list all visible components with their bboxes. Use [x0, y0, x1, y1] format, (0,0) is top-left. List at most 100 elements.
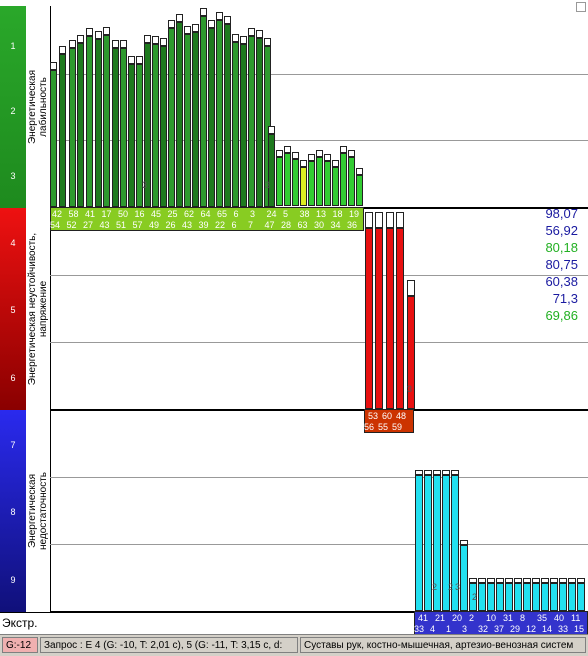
bar-label-bottom: 7 [248, 220, 254, 230]
scale-mark: 2 [10, 106, 16, 116]
bar-label-top: 18 [332, 209, 343, 219]
grid-line [50, 477, 588, 478]
bar-green-light [308, 161, 315, 206]
bar-label-top: 53 [368, 411, 379, 421]
bar-label-top: 31 [503, 613, 514, 623]
bar-red [396, 228, 404, 409]
bar-cap [152, 36, 159, 44]
bar-green-light [284, 153, 291, 206]
bar-green-dark [120, 48, 127, 207]
bar-label-top: 42 [52, 209, 63, 219]
bar-cyan [505, 583, 513, 611]
bar-cap [316, 150, 323, 157]
value-item: 60,38 [545, 274, 578, 289]
corner-box [576, 2, 586, 12]
bar-cap [523, 578, 531, 583]
bar-cap [50, 62, 57, 70]
bar-cap [200, 8, 207, 16]
bar-green-dark [216, 20, 223, 207]
bar-label-bottom: 55 [378, 422, 389, 432]
bar-label-bottom: 32 [478, 624, 489, 634]
bar-green-dark [184, 34, 191, 207]
bar-cap [264, 38, 271, 46]
bar-green-dark [50, 70, 57, 207]
bar-cap [240, 36, 247, 44]
value-item: 98,07 [545, 206, 578, 221]
bar-label-bottom: 4 [430, 624, 436, 634]
bar-label-top: 13 [316, 209, 327, 219]
bar-cap [415, 470, 423, 475]
bar-label-top: 20 [452, 613, 463, 623]
bar-cap [120, 40, 127, 48]
grid-line [50, 275, 588, 276]
bar-green-dark [200, 16, 207, 207]
bar-green-dark [176, 22, 183, 207]
bar-label-top: 6 [233, 209, 239, 219]
bar-green-dark [208, 28, 215, 207]
bar-cap [192, 24, 199, 32]
bar-label-bottom: 3 [462, 624, 468, 634]
bar-green-light [332, 167, 339, 206]
bar-cap [514, 578, 522, 583]
bar-green-dark [128, 64, 135, 207]
bar-cap [541, 578, 549, 583]
bar-green-dark [240, 44, 247, 207]
bar-cap [103, 27, 110, 35]
bar-cap [396, 212, 404, 228]
bar-cyan [469, 583, 477, 611]
bar-label-top: 19 [349, 209, 360, 219]
bar-cap [550, 578, 558, 583]
bar-cap [216, 12, 223, 20]
bar-label-bottom: 47 [264, 220, 275, 230]
scale-mark: 9 [10, 575, 16, 585]
bar-cap [433, 470, 441, 475]
bar-cyan [487, 583, 495, 611]
bar-cap [77, 35, 84, 43]
bar-cyan [523, 583, 531, 611]
bar-green-dark [232, 42, 239, 207]
grid-line [50, 342, 588, 343]
bar-green-dark [224, 24, 231, 207]
bar-cap [340, 146, 347, 153]
bar-cyan [433, 475, 441, 611]
status-bar: G:-12 Запрос : E 4 (G: -10, T: 2,01 c), … [0, 634, 588, 656]
bar-label-bottom: 28 [281, 220, 292, 230]
bar-label-top: 58 [68, 209, 79, 219]
bar-label-bottom: 43 [182, 220, 193, 230]
grid-line [50, 140, 588, 141]
bar-cap [128, 56, 135, 64]
bar-label-bottom: 37 [494, 624, 505, 634]
value-item: 71,3 [552, 291, 578, 306]
bar-cap [300, 160, 307, 167]
bar-label-bottom: 36 [347, 220, 358, 230]
bar-cap [248, 28, 255, 36]
inner-mark: 2 [472, 592, 478, 602]
bar-label-bottom: 30 [314, 220, 325, 230]
bar-label-bottom: 1 [446, 624, 452, 634]
bar-cap [184, 26, 191, 34]
bar-label-top: 45 [151, 209, 162, 219]
zone-divider [50, 409, 588, 411]
inner-mark: 3 [407, 384, 413, 394]
bar-label-top: 25 [167, 209, 178, 219]
bar-green-dark [192, 32, 199, 207]
bar-cap [176, 14, 183, 22]
bar-green-dark [112, 48, 119, 207]
bar-cyan [478, 583, 486, 611]
bar-label-top: 48 [396, 411, 407, 421]
bar-label-top: 11 [571, 613, 581, 623]
bar-cyan [424, 475, 432, 611]
bar-green-light [356, 175, 363, 206]
bar-cap [356, 168, 363, 175]
bar-label-top: 38 [299, 209, 310, 219]
bar-cap [59, 46, 66, 54]
bar-green-dark [268, 134, 275, 207]
status-g: G:-12 [2, 637, 38, 653]
bar-cap [112, 40, 119, 48]
bar-label-bottom: 51 [116, 220, 127, 230]
label-strip-green [50, 207, 364, 231]
bar-label-top: 41 [85, 209, 96, 219]
bar-cap [424, 470, 432, 475]
bar-label-bottom: 29 [510, 624, 521, 634]
bar-label-bottom: 15 [574, 624, 585, 634]
